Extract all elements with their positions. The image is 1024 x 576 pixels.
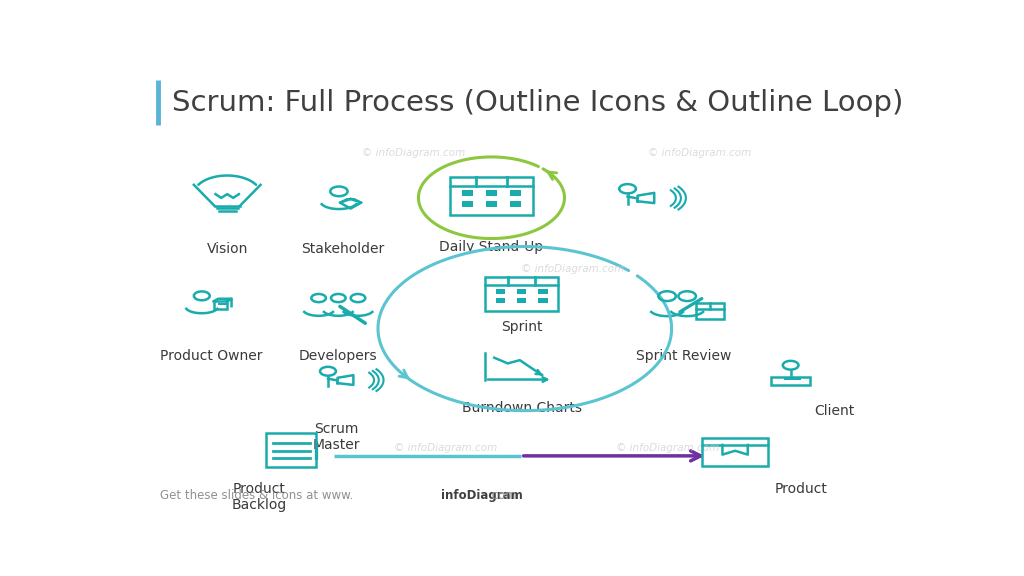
FancyBboxPatch shape <box>462 190 473 196</box>
Text: © infoDiagram.com: © infoDiagram.com <box>616 444 719 453</box>
FancyBboxPatch shape <box>496 298 505 304</box>
Text: Burndown Charts: Burndown Charts <box>462 401 582 415</box>
FancyBboxPatch shape <box>517 289 526 294</box>
FancyBboxPatch shape <box>496 289 505 294</box>
FancyBboxPatch shape <box>510 190 521 196</box>
Text: Product Owner: Product Owner <box>160 348 262 362</box>
FancyBboxPatch shape <box>517 298 526 304</box>
Text: Scrum: Full Process (Outline Icons & Outline Loop): Scrum: Full Process (Outline Icons & Out… <box>172 89 903 117</box>
Text: Vision: Vision <box>207 242 248 256</box>
FancyBboxPatch shape <box>462 201 473 207</box>
Text: Get these slides & icons at www.: Get these slides & icons at www. <box>160 489 353 502</box>
Text: .com: .com <box>489 489 518 502</box>
Text: Product
Backlog: Product Backlog <box>231 482 287 512</box>
Text: © infoDiagram.com: © infoDiagram.com <box>394 444 497 453</box>
Text: © infoDiagram.com: © infoDiagram.com <box>521 264 624 274</box>
FancyBboxPatch shape <box>510 201 521 207</box>
Text: Product: Product <box>774 482 827 495</box>
Text: © infoDiagram.com: © infoDiagram.com <box>648 149 751 158</box>
Text: infoDiagram: infoDiagram <box>441 489 523 502</box>
Text: © infoDiagram.com: © infoDiagram.com <box>362 149 465 158</box>
Text: Developers: Developers <box>299 348 378 362</box>
FancyBboxPatch shape <box>538 298 548 304</box>
Text: Sprint: Sprint <box>501 320 543 334</box>
FancyBboxPatch shape <box>538 289 548 294</box>
FancyBboxPatch shape <box>486 201 497 207</box>
Text: Sprint Review: Sprint Review <box>636 348 731 362</box>
Text: Client: Client <box>814 404 854 418</box>
Text: Stakeholder: Stakeholder <box>301 242 384 256</box>
FancyBboxPatch shape <box>486 190 497 196</box>
Text: Scrum
Master: Scrum Master <box>312 422 359 452</box>
Text: Daily Stand-Up: Daily Stand-Up <box>439 240 544 254</box>
